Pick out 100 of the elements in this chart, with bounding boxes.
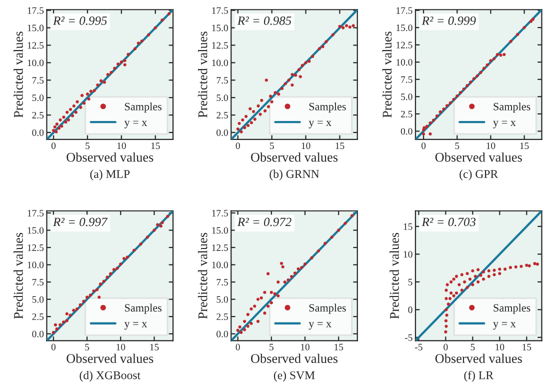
point: [442, 108, 446, 111]
point: [528, 264, 531, 268]
point: [352, 24, 355, 28]
x-tick-label: 10: [117, 142, 126, 150]
point: [236, 328, 240, 332]
x-axis-title: Observed values: [251, 354, 338, 363]
x-tick-label: 0: [51, 344, 56, 350]
y-axis-title: Predicted values: [390, 232, 399, 319]
y-tick-label: -5: [404, 334, 412, 341]
y-tick-label: 5.0: [216, 94, 228, 102]
point: [529, 20, 533, 23]
annotation: R² = 0.985: [237, 16, 292, 25]
point: [252, 110, 256, 114]
point: [260, 98, 264, 102]
x-tick-label: 10: [300, 344, 310, 350]
point: [132, 248, 136, 252]
point: [281, 265, 284, 268]
point: [344, 222, 347, 225]
y-tick-label: 5.0: [401, 94, 412, 100]
point: [266, 105, 270, 108]
y-tick-label: 2.5: [400, 110, 412, 118]
point: [260, 296, 263, 300]
point: [152, 228, 156, 232]
point: [250, 121, 254, 124]
point: [102, 80, 106, 84]
point: [52, 128, 56, 132]
point: [112, 268, 116, 272]
x-tick-label: 5: [85, 344, 90, 350]
point: [263, 312, 266, 315]
y-tick-label: 15.0: [28, 24, 44, 32]
y-axis-title: Predicted values: [382, 32, 392, 118]
point: [246, 324, 250, 328]
point: [276, 280, 280, 284]
y-tick-label: 10.0: [396, 59, 412, 66]
point: [298, 75, 302, 78]
x-tick-label: 10: [496, 344, 504, 350]
y-tick-label: 12.5: [212, 244, 228, 251]
x-axis-title: Observed values: [435, 152, 522, 162]
point: [60, 124, 64, 128]
point: [246, 312, 250, 316]
point: [123, 59, 126, 62]
point: [98, 282, 102, 286]
point: [294, 74, 298, 77]
point: [52, 330, 56, 334]
point: [65, 312, 68, 316]
legend-label: Samples: [309, 304, 346, 314]
x-tick-label: 0: [51, 142, 56, 150]
y-tick-label: 5.0: [32, 94, 44, 102]
point: [348, 26, 352, 29]
point: [311, 54, 314, 58]
x-tick-label: 5: [86, 142, 90, 150]
point: [468, 278, 472, 281]
point: [140, 39, 144, 43]
x-tick-label: 0: [421, 142, 426, 150]
point: [482, 278, 486, 281]
point: [110, 70, 113, 74]
point: [80, 94, 84, 98]
x-tick-label: 5: [270, 142, 274, 150]
point: [270, 100, 274, 104]
x-tick-label: -5: [415, 344, 422, 350]
point: [273, 292, 276, 296]
x-tick-label: 0: [236, 344, 240, 350]
x-tick-label: 15: [522, 344, 532, 350]
point: [498, 268, 502, 271]
y-axis-title: Predicted values: [198, 232, 208, 319]
point: [458, 283, 461, 286]
point: [452, 278, 456, 281]
point: [498, 272, 502, 276]
y-tick-label: 15.0: [28, 227, 44, 234]
annotation: R² = 0.703: [422, 218, 476, 226]
point: [463, 280, 466, 284]
point: [243, 126, 246, 130]
point: [100, 79, 103, 82]
point: [276, 294, 280, 298]
point: [300, 266, 304, 270]
y-tick-label: 5.0: [32, 296, 44, 303]
point: [256, 298, 260, 301]
x-tick-label: 5: [455, 142, 460, 150]
point: [444, 308, 448, 312]
point: [504, 268, 507, 271]
x-axis-title: Observed values: [66, 152, 154, 162]
point: [240, 330, 243, 334]
point: [324, 40, 328, 44]
point: [472, 77, 476, 80]
point: [452, 294, 456, 298]
point: [502, 52, 506, 56]
point: [514, 265, 518, 268]
point: [350, 214, 354, 218]
text: (e) SVM: [274, 370, 315, 382]
point: [75, 307, 79, 311]
point: [55, 122, 58, 126]
legend-label: y = x: [308, 322, 332, 330]
y-tick-label: 15.0: [212, 24, 228, 32]
point: [123, 63, 126, 66]
legend-label: Samples: [309, 102, 346, 113]
y-tick-label: 5.0: [216, 296, 228, 303]
point: [321, 45, 324, 48]
point: [120, 60, 123, 64]
point: [122, 256, 126, 260]
y-tick-label: 7.5: [32, 279, 44, 286]
